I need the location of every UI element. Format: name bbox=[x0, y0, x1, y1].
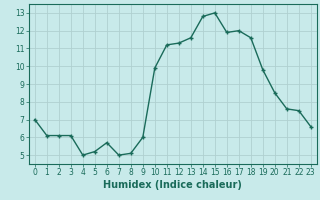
X-axis label: Humidex (Indice chaleur): Humidex (Indice chaleur) bbox=[103, 180, 242, 190]
